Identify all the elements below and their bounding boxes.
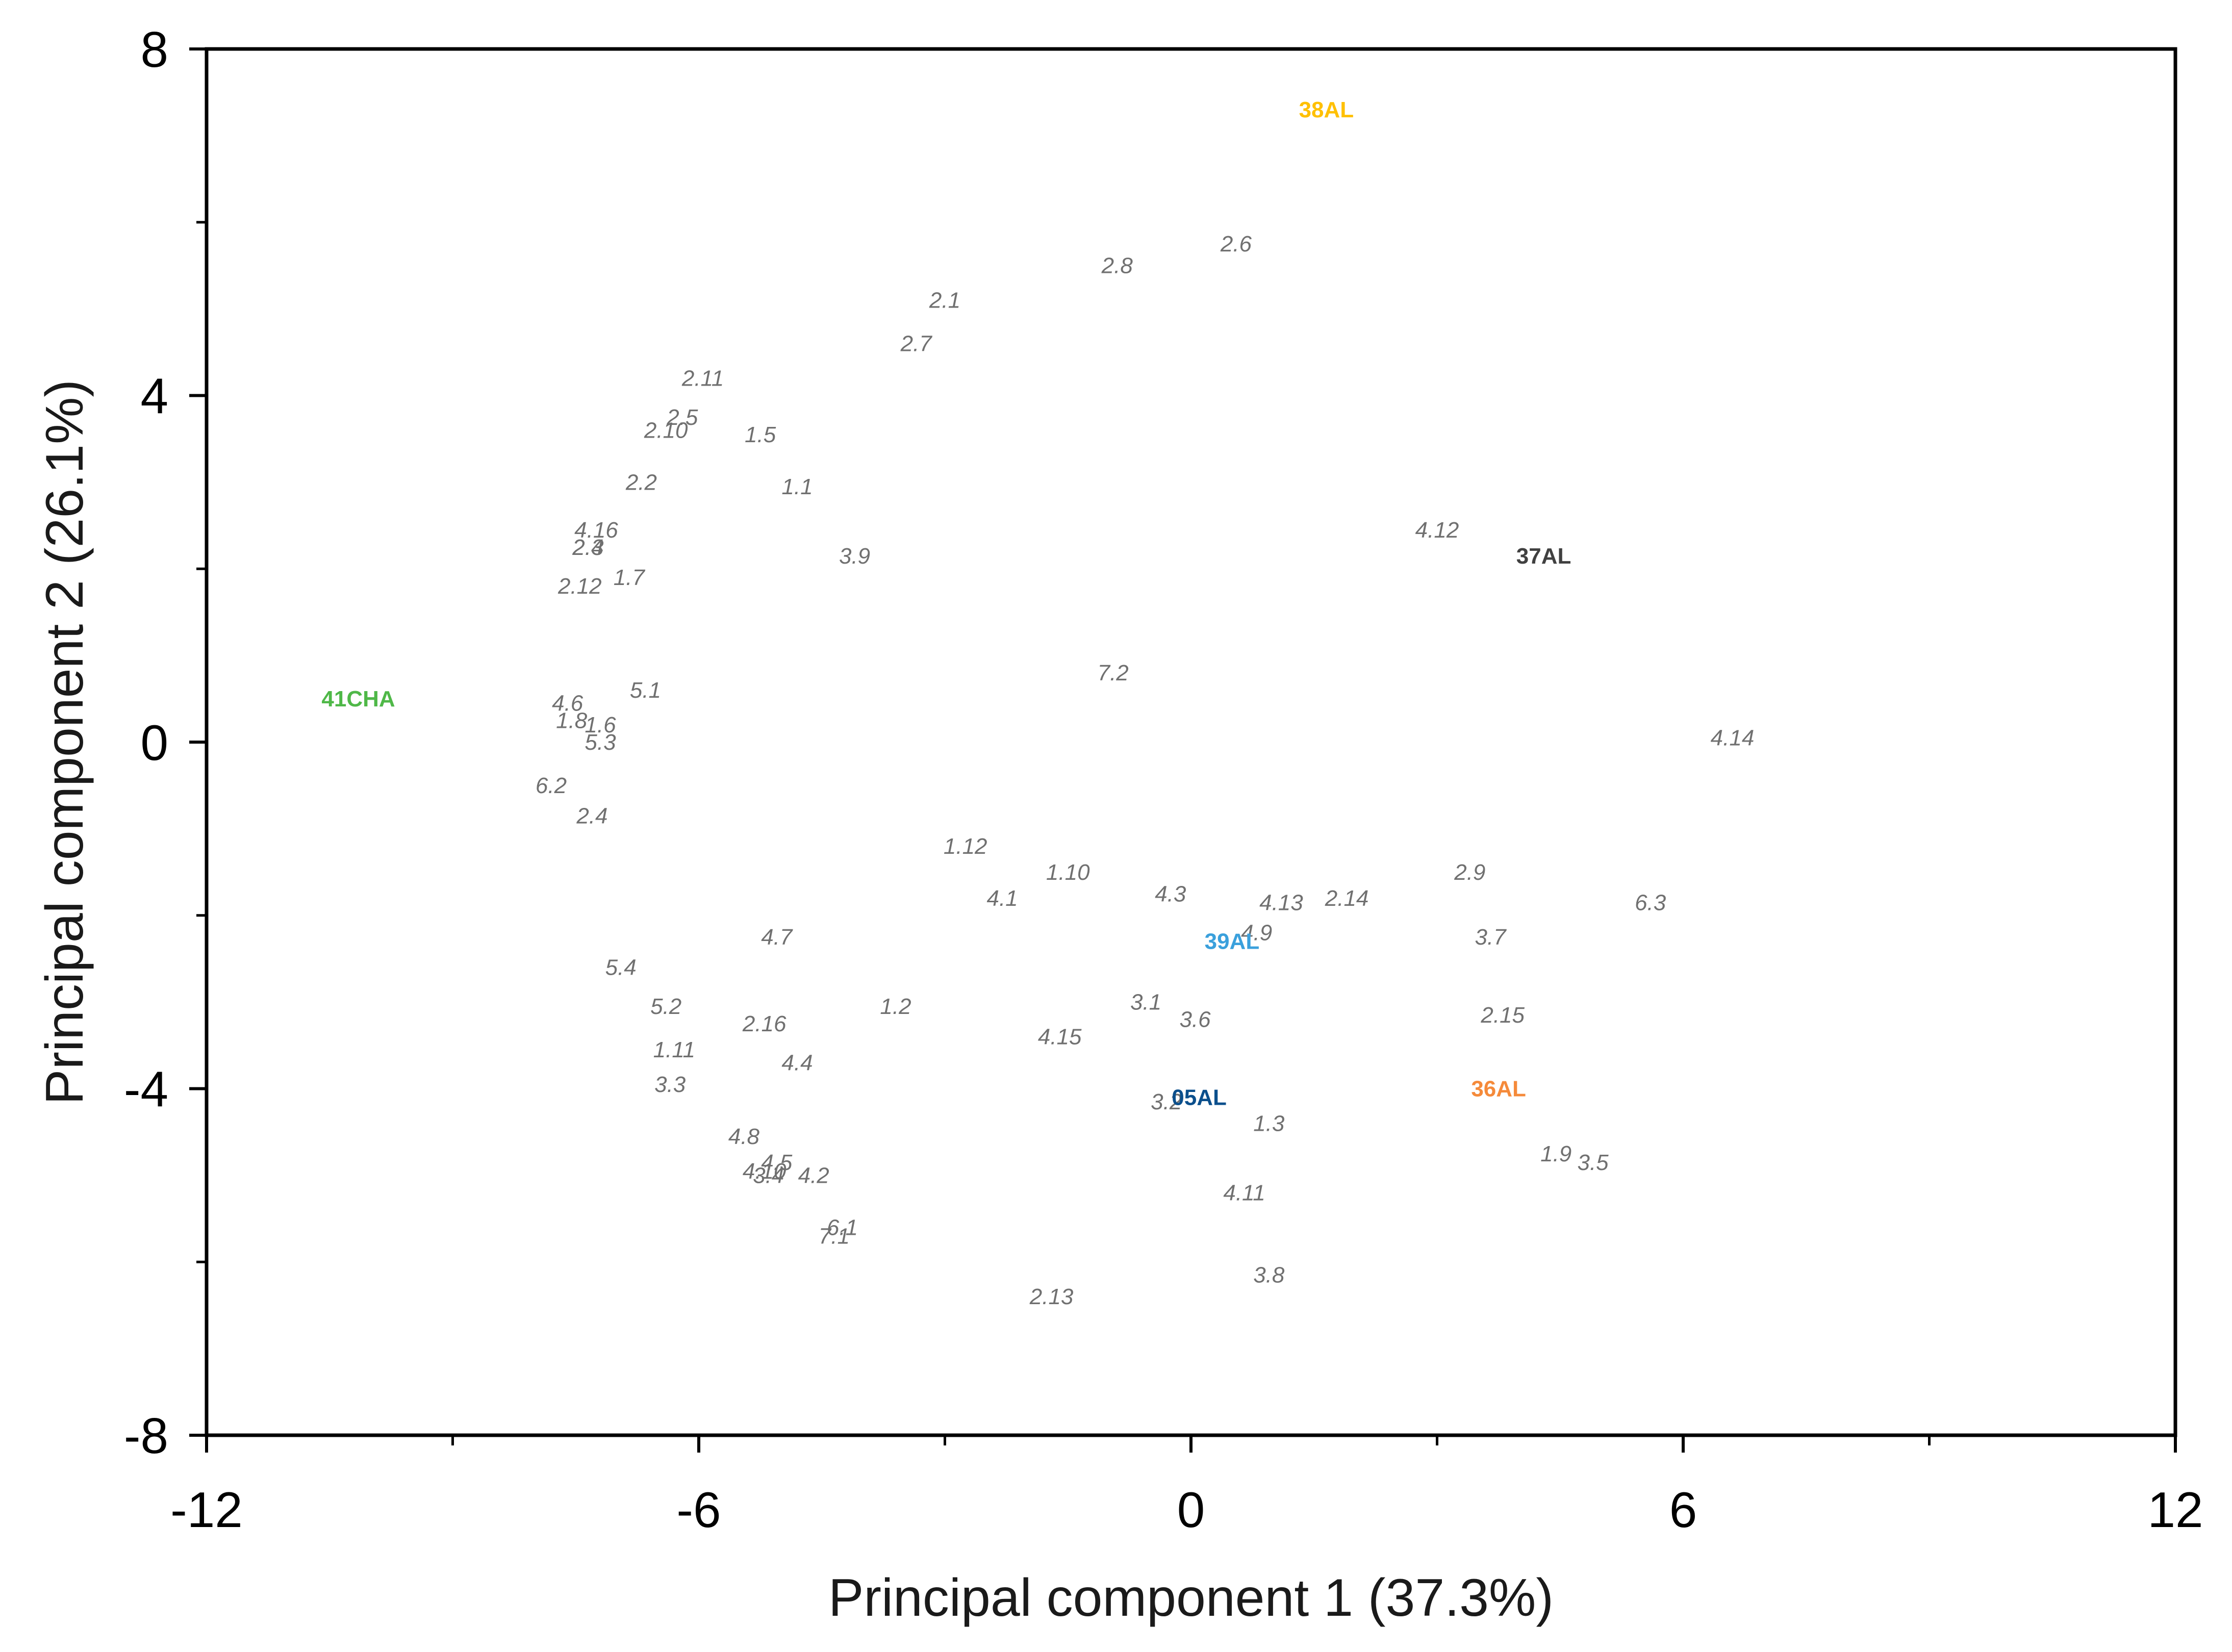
axis-tick-labels: -12 -6 0 6 12 8 4 0 -4 -8: [124, 21, 2203, 1538]
data-point: 4.12: [1415, 518, 1459, 543]
data-point: 4.16: [574, 518, 618, 543]
data-point: 4.7: [761, 925, 793, 950]
y-tick-label: 0: [140, 715, 168, 771]
data-point: 4.11: [1223, 1180, 1265, 1205]
y-axis-title: Principal component 2 (26.1%): [35, 379, 94, 1105]
data-point: 2.11: [681, 366, 724, 391]
data-point: 1.2: [880, 994, 911, 1019]
y-tick-label: -8: [124, 1408, 168, 1464]
data-point: 5.2: [650, 994, 681, 1019]
plot-frame: [205, 47, 2177, 1437]
data-point: 4.2: [798, 1163, 829, 1188]
data-point: 7.1: [819, 1224, 850, 1249]
y-tick-label: 8: [140, 21, 168, 78]
data-point: 4.4: [781, 1051, 813, 1076]
data-point: 2.10: [644, 418, 688, 443]
data-point: 4.1: [986, 886, 1018, 911]
group-label: 36AL: [1471, 1077, 1526, 1102]
data-point: 4.8: [728, 1124, 760, 1149]
group-label: 38AL: [1299, 97, 1354, 122]
data-point: 3.1: [1130, 990, 1161, 1015]
data-point: 2.8: [1101, 253, 1133, 278]
data-point: 2.7: [900, 332, 933, 357]
group-label: 39AL: [1205, 929, 1260, 954]
axis-ticks: [189, 47, 2177, 1453]
x-axis-title: Principal component 1 (37.3%): [828, 1568, 1554, 1628]
data-point: 4.14: [1711, 726, 1755, 751]
data-point: 1.9: [1540, 1141, 1571, 1166]
data-point: 2.14: [1325, 886, 1369, 911]
group-label: 37AL: [1516, 544, 1571, 569]
data-point: 1.3: [1253, 1111, 1285, 1136]
data-point: 6.3: [1635, 890, 1666, 915]
data-point: 1.5: [745, 422, 776, 447]
data-point: 1.10: [1046, 860, 1090, 885]
data-point: 4.13: [1259, 890, 1303, 915]
group-label: 05AL: [1172, 1085, 1227, 1110]
data-point: 3.5: [1577, 1150, 1609, 1175]
data-point: 2.1: [929, 288, 960, 313]
x-tick-label: -6: [676, 1482, 721, 1538]
data-point: 1.12: [944, 834, 987, 859]
data-point: 5.1: [630, 678, 661, 703]
data-point: 3.4: [753, 1163, 784, 1188]
x-tick-label: -12: [170, 1482, 243, 1538]
data-point: 2.13: [1029, 1284, 1074, 1309]
data-point: 2.3: [572, 535, 604, 560]
x-tick-label: 0: [1177, 1482, 1205, 1538]
data-point: 2.15: [1480, 1003, 1525, 1028]
data-point: 2.5: [666, 405, 698, 430]
data-point: 4.5: [761, 1150, 793, 1175]
data-point: 2.2: [625, 470, 657, 495]
data-point: 4.9: [1241, 921, 1272, 946]
data-point: 1.8: [556, 708, 588, 733]
data-point: 4.6: [552, 691, 584, 716]
y-tick-label: -4: [124, 1061, 168, 1117]
y-tick-label: 4: [140, 368, 168, 424]
data-point: 5.3: [585, 730, 616, 755]
data-point: 5.4: [605, 955, 637, 980]
data-point: 6.2: [536, 773, 567, 798]
data-point: 1.6: [585, 713, 616, 738]
data-point-labels: 2.62.82.12.72.112.52.10 1.52.2 1.14.162.42…: [536, 232, 1754, 1309]
data-point: 2.12: [557, 574, 602, 599]
data-point: 3.9: [839, 544, 870, 569]
group-labels: 38AL 37AL 41CHA 39AL 05AL 36AL: [321, 97, 1571, 1110]
data-point: 4.10: [743, 1159, 787, 1184]
x-tick-label: 6: [1669, 1482, 1697, 1538]
data-point: 2.6: [1220, 232, 1252, 257]
data-point: 2.4: [572, 535, 603, 560]
data-point: 2.4: [576, 803, 607, 828]
data-point: 3.2: [1151, 1089, 1182, 1114]
data-point: 3.6: [1179, 1007, 1211, 1032]
x-tick-label: 12: [2147, 1482, 2203, 1538]
data-point: 4.15: [1038, 1025, 1082, 1050]
data-point: 1.11: [653, 1037, 695, 1062]
data-point: 3.3: [654, 1072, 686, 1097]
data-point: 4.3: [1155, 881, 1186, 906]
data-point: 3.8: [1253, 1263, 1285, 1288]
data-point: 7.2: [1098, 660, 1129, 685]
data-point: 3.7: [1475, 925, 1507, 950]
group-label: 41CHA: [321, 687, 395, 711]
data-point: 1.1: [781, 474, 813, 499]
data-point: 6.1: [827, 1215, 858, 1240]
data-point: 1.7: [614, 565, 646, 590]
data-point: 2.16: [742, 1011, 787, 1036]
data-point: 2.9: [1454, 860, 1485, 885]
